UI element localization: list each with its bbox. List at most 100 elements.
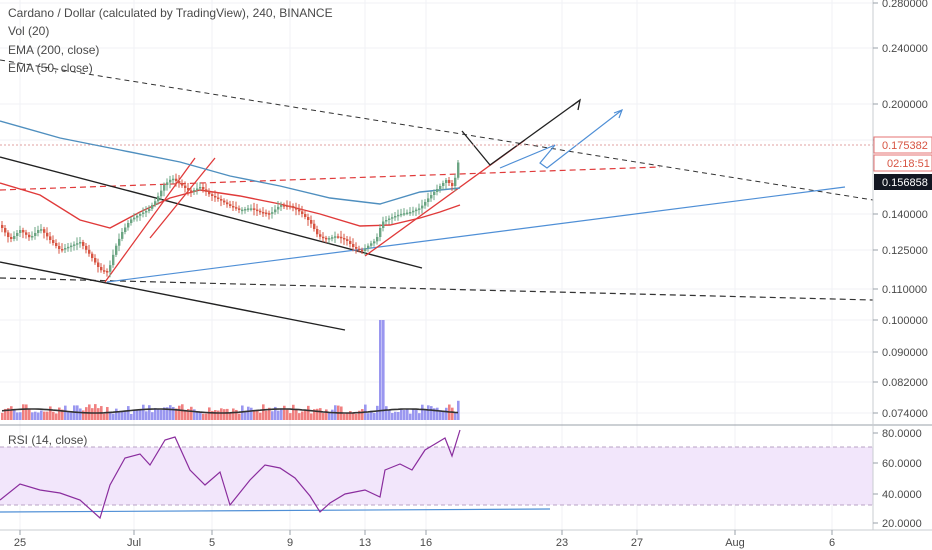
- candle-body: [190, 190, 193, 192]
- candle-body: [40, 229, 43, 231]
- candle-body: [343, 238, 346, 240]
- candle-body: [451, 183, 454, 186]
- candle-body: [19, 230, 22, 233]
- volume-bar: [127, 406, 130, 420]
- candle-body: [313, 223, 316, 229]
- ema-200-line[interactable]: [0, 120, 461, 205]
- upper-dashed-trendline[interactable]: [0, 59, 874, 201]
- time-tick-label: Aug: [725, 537, 745, 549]
- candle-body: [355, 247, 358, 249]
- volume-bar: [67, 411, 70, 420]
- red-channel-line-2[interactable]: [149, 157, 216, 239]
- volume-bar: [79, 408, 82, 420]
- volume-bar: [10, 406, 13, 420]
- volume-bar: [4, 408, 7, 420]
- candle-body: [400, 213, 403, 216]
- candle-body: [136, 215, 139, 218]
- blue-support-line[interactable]: [106, 186, 846, 283]
- black-projection-arrow[interactable]: [461, 99, 581, 166]
- time-tick-label: 27: [631, 537, 643, 549]
- volume-bar: [304, 410, 307, 420]
- candle-body: [448, 180, 451, 183]
- candle-body: [358, 248, 361, 251]
- blue-projection-arrow[interactable]: [499, 109, 623, 169]
- level-badge: 0.156858: [874, 174, 932, 190]
- candle-body: [262, 212, 265, 214]
- candle-body: [223, 200, 226, 203]
- candle-body: [325, 237, 328, 240]
- candle-body: [283, 205, 286, 207]
- rsi-band: [0, 447, 873, 505]
- candle-body: [268, 213, 271, 215]
- volume-bar: [256, 409, 259, 420]
- volume-bar: [376, 405, 379, 420]
- volume-bar: [193, 409, 196, 420]
- candle-body: [211, 194, 214, 196]
- last-price-badge-box: [873, 136, 932, 154]
- volume-bar: [175, 408, 178, 420]
- candle-body: [361, 249, 364, 252]
- candle-body: [49, 236, 52, 240]
- candle-body: [241, 209, 244, 212]
- volume-bar: [64, 405, 67, 420]
- candle-body: [124, 227, 127, 232]
- time-tick-label: 25: [14, 537, 26, 549]
- candle-body: [421, 205, 424, 209]
- candle-body: [238, 208, 241, 210]
- volume-bar: [274, 406, 277, 420]
- channel-lower-line[interactable]: [0, 261, 346, 331]
- legend-ema-200[interactable]: EMA (200, close): [8, 43, 100, 57]
- candle-body: [277, 206, 280, 210]
- candle-body: [106, 271, 109, 273]
- volume-bar: [226, 408, 229, 420]
- ema-50-line[interactable]: [0, 182, 461, 229]
- candle-body: [82, 242, 85, 246]
- volume-bar: [229, 413, 232, 420]
- price-tick-label: 0.090000: [882, 347, 928, 359]
- time-tick-label: 9: [287, 537, 293, 549]
- candle-body: [73, 244, 76, 246]
- candle-body: [385, 220, 388, 222]
- volume-bar: [397, 411, 400, 420]
- red-channel-line-1[interactable]: [104, 157, 196, 283]
- legend-ema-50[interactable]: EMA (50, close): [8, 61, 93, 75]
- candle-body: [115, 245, 118, 255]
- candle-body: [163, 185, 166, 191]
- channel-upper-line[interactable]: [0, 156, 423, 269]
- volume-bar: [310, 413, 313, 420]
- volume-bar: [55, 413, 58, 420]
- volume-bar: [355, 413, 358, 420]
- candle-body: [367, 245, 370, 249]
- volume-bar: [298, 413, 301, 420]
- candle-body: [178, 181, 181, 184]
- candle-body: [274, 209, 277, 213]
- volume-bar: [22, 404, 25, 420]
- candle-body: [148, 208, 151, 211]
- rsi-support-line[interactable]: [0, 508, 551, 513]
- candle-body: [199, 187, 202, 189]
- candle-body: [256, 209, 259, 212]
- candle-body: [64, 248, 67, 250]
- rsi-axis-ticks: 80.0000 60.0000 40.0000 20.0000: [873, 428, 922, 530]
- candle-body: [145, 211, 148, 213]
- volume-bar: [103, 413, 106, 420]
- rsi-line[interactable]: [0, 429, 461, 520]
- candle-body: [196, 188, 199, 190]
- rsi-tick-label: 80.0000: [882, 428, 922, 440]
- candle-body: [265, 212, 268, 215]
- candle-body: [352, 244, 355, 247]
- price-tick-label: 0.100000: [882, 315, 928, 327]
- volume-bar: [361, 409, 364, 420]
- ema-lines: [0, 120, 461, 229]
- volume-bar: [118, 412, 121, 420]
- volume-bar: [217, 410, 220, 420]
- candle-body: [172, 178, 175, 181]
- legend-rsi[interactable]: RSI (14, close): [8, 433, 88, 447]
- volume-bar: [154, 407, 157, 420]
- volume-bar: [28, 408, 31, 420]
- volume-bar: [244, 411, 247, 420]
- legend-vol[interactable]: Vol (20): [8, 24, 50, 38]
- lower-dashed-trendline[interactable]: [0, 277, 874, 301]
